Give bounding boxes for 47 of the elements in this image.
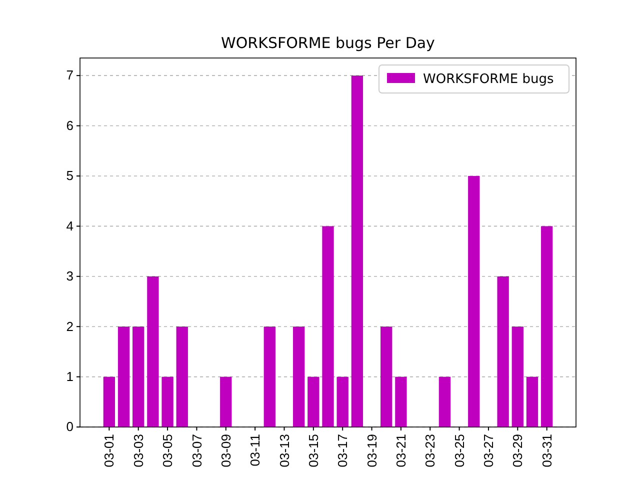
- x-tick-label: 03-09: [218, 434, 234, 468]
- legend-label: WORKSFORME bugs: [423, 72, 554, 87]
- x-tick-label: 03-07: [189, 434, 204, 468]
- x-tick-label: 03-21: [393, 434, 408, 468]
- x-tick-label: 03-29: [510, 434, 526, 468]
- bar: [438, 376, 451, 427]
- bar: [176, 326, 188, 427]
- chart-title: WORKSFORME bugs Per Day: [221, 34, 436, 52]
- bar: [351, 76, 364, 427]
- y-tick-label: 4: [66, 218, 74, 234]
- x-tick-label: 03-13: [276, 434, 292, 468]
- y-tick-label: 1: [66, 368, 74, 384]
- x-tick-label: 03-11: [248, 434, 263, 466]
- bar: [118, 326, 130, 427]
- bar: [162, 376, 174, 427]
- bar: [526, 376, 538, 427]
- x-tick-label: 03-23: [422, 434, 438, 468]
- bar: [336, 376, 348, 427]
- x-tick-label: 03-17: [335, 434, 350, 468]
- bar: [308, 376, 320, 427]
- bar: [497, 276, 509, 427]
- x-tick-label: 03-03: [130, 434, 146, 468]
- bar: [220, 376, 232, 427]
- bar: [540, 226, 553, 427]
- x-tick-label: 03-01: [102, 434, 117, 468]
- x-tick-label: 03-05: [160, 434, 176, 468]
- y-tick-label: 2: [66, 318, 74, 334]
- y-tick-label: 6: [66, 118, 74, 133]
- y-tick-label: 5: [66, 168, 74, 184]
- x-tick-label: 03-27: [481, 434, 496, 468]
- y-tick-label: 3: [66, 268, 74, 284]
- bar: [380, 326, 392, 427]
- x-tick-label: 03-25: [452, 434, 467, 468]
- bar: [395, 376, 407, 427]
- bar: [264, 326, 276, 427]
- bar: [512, 326, 524, 427]
- bar: [322, 226, 334, 427]
- y-tick-label: 0: [66, 419, 74, 434]
- bar: [292, 326, 305, 427]
- bar: [103, 376, 116, 427]
- x-tick-label: 03-19: [364, 434, 380, 468]
- bar: [468, 176, 480, 427]
- x-tick-label: 03-15: [306, 434, 321, 468]
- y-tick-label: 7: [66, 68, 74, 83]
- x-tick-label: 03-31: [539, 434, 554, 468]
- bar: [132, 326, 144, 427]
- bar: [147, 276, 159, 427]
